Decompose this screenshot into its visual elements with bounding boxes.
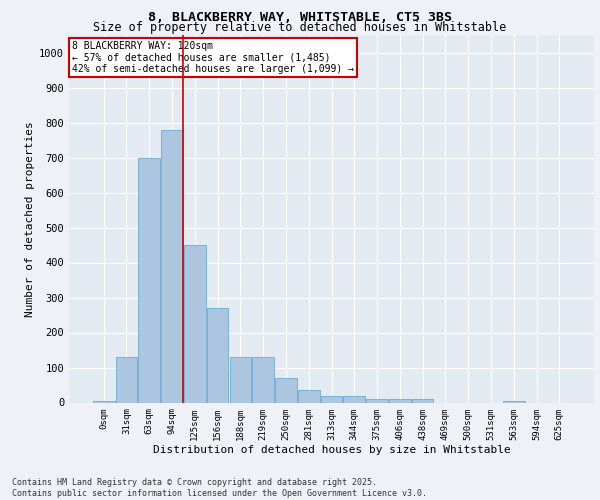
Bar <box>343 396 365 402</box>
Text: 8, BLACKBERRY WAY, WHITSTABLE, CT5 3BS: 8, BLACKBERRY WAY, WHITSTABLE, CT5 3BS <box>148 11 452 24</box>
Bar <box>253 357 274 403</box>
Bar <box>230 357 251 403</box>
Bar <box>93 401 115 402</box>
Y-axis label: Number of detached properties: Number of detached properties <box>25 121 35 316</box>
Bar <box>184 245 206 402</box>
Bar <box>161 130 183 402</box>
X-axis label: Distribution of detached houses by size in Whitstable: Distribution of detached houses by size … <box>152 445 511 455</box>
Text: 8 BLACKBERRY WAY: 120sqm
← 57% of detached houses are smaller (1,485)
42% of sem: 8 BLACKBERRY WAY: 120sqm ← 57% of detach… <box>71 40 353 74</box>
Bar <box>412 399 433 402</box>
Bar <box>207 308 229 402</box>
Text: Contains HM Land Registry data © Crown copyright and database right 2025.
Contai: Contains HM Land Registry data © Crown c… <box>12 478 427 498</box>
Bar <box>275 378 297 402</box>
Bar <box>389 399 410 402</box>
Bar <box>366 399 388 402</box>
Bar <box>116 357 137 403</box>
Bar <box>298 390 320 402</box>
Bar <box>320 396 343 402</box>
Text: Size of property relative to detached houses in Whitstable: Size of property relative to detached ho… <box>94 22 506 35</box>
Bar <box>503 401 524 402</box>
Bar <box>139 158 160 402</box>
